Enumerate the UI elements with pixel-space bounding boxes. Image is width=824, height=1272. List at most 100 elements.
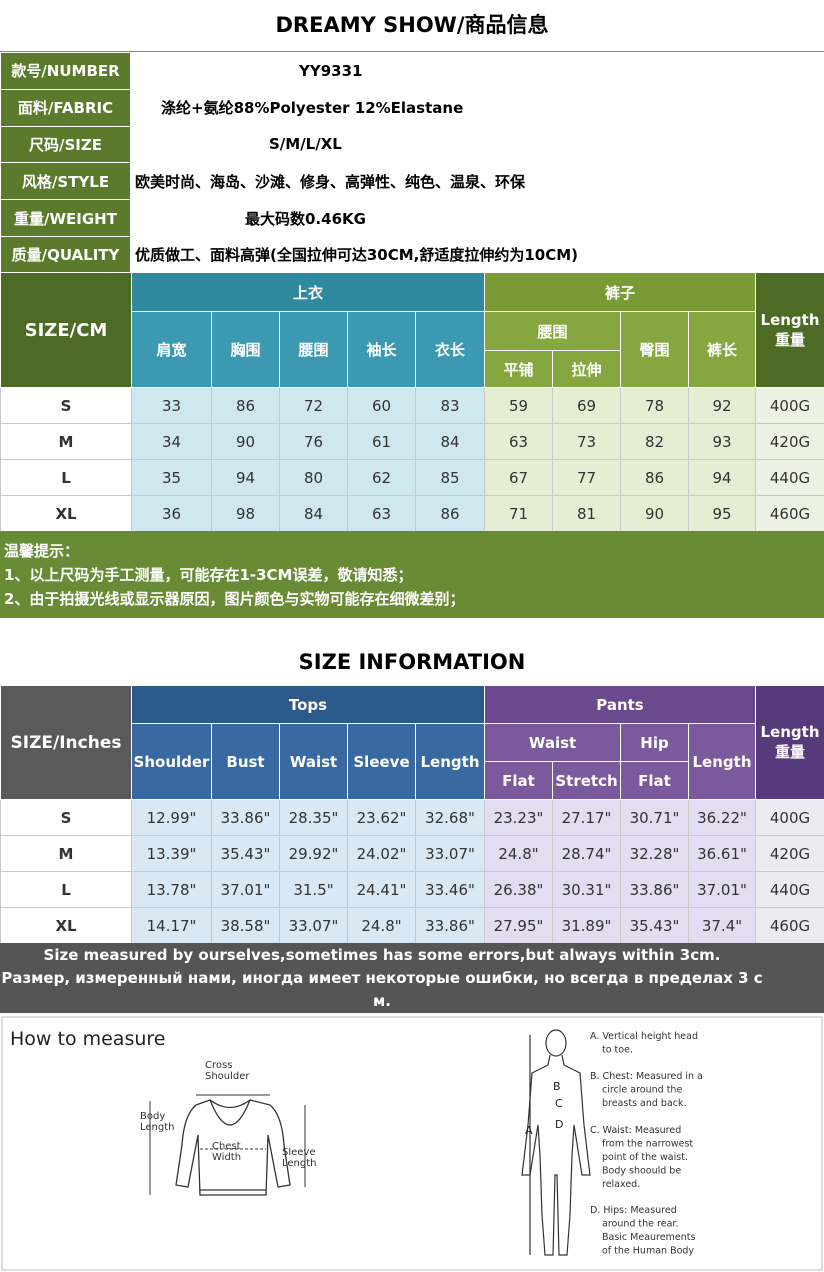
info-label: 质量/QUALITY	[0, 235, 131, 274]
figure-letter: C	[555, 1097, 563, 1110]
value-cell: 28.74"	[552, 835, 621, 872]
header-line: Length	[760, 310, 820, 329]
inch-table: SIZE/Inches Tops Pants Length 重量 Shoulder Bust…	[0, 685, 824, 944]
column-header: Hip	[620, 723, 689, 762]
value-cell: 81	[552, 495, 621, 532]
value-cell: 86	[415, 495, 485, 532]
measure-diagram: How to measure CrossShoulderBodyLengthCh…	[1, 1016, 823, 1271]
column-header: 裤长	[687, 311, 757, 388]
data-row: M 13.39" 35.43" 29.92" 24.02" 33.07" 24.8" 28.7…	[0, 835, 824, 872]
sweater-label: Sleeve	[282, 1147, 316, 1158]
description-line: Body shoould be	[602, 1166, 681, 1177]
cm-table: SIZE/CM 上衣 裤子 Length 重量 肩宽 胸围 腰围 袖长 衣长 腰围 臀围 裤长 平铺 拉伸 S…	[0, 272, 824, 532]
description-line: to toe.	[602, 1045, 633, 1056]
size-cell: L	[0, 459, 132, 496]
size-cell: XL	[0, 907, 132, 944]
note-line: Size measured by ourselves,sometimes has…	[43, 946, 721, 964]
value-cell: 62	[347, 459, 416, 496]
value-cell: 27.17"	[552, 799, 621, 836]
value-cell: 37.01"	[688, 871, 756, 908]
divider	[0, 51, 824, 52]
column-header: 臀围	[620, 311, 689, 388]
column-header: 腰围	[484, 311, 621, 351]
description-line: from the narrowest	[602, 1139, 693, 1150]
value-cell: 23.23"	[484, 799, 553, 836]
value-cell: 34	[131, 423, 212, 460]
column-header: Length	[415, 723, 485, 800]
value-cell: 76	[279, 423, 348, 460]
weight-cell: 440G	[755, 871, 824, 908]
value-cell: 98	[211, 495, 280, 532]
column-header: 胸围	[211, 311, 280, 388]
size-info-title: SIZE INFORMATION	[298, 650, 526, 674]
column-header: 袖长	[347, 311, 416, 388]
value-cell: 60	[347, 387, 416, 424]
length-header: Length 重量	[755, 272, 824, 388]
info-value: YY9331	[130, 52, 824, 90]
weight-cell: 460G	[755, 907, 824, 944]
value-cell: 90	[620, 495, 689, 532]
value-cell: 95	[687, 495, 757, 532]
value-cell: 24.8"	[347, 907, 416, 944]
value-cell: 67	[484, 459, 553, 496]
header-row: 平铺 拉伸	[1, 350, 824, 388]
frame	[1, 1016, 823, 1271]
value-cell: 29.92"	[279, 835, 348, 872]
size-cell: S	[0, 387, 132, 424]
tops-header: Tops	[131, 685, 485, 724]
description-line: around the rear.	[602, 1219, 678, 1230]
figure-letter: A	[525, 1124, 533, 1137]
size-cell: M	[0, 835, 132, 872]
corner: SIZE/CM	[0, 272, 132, 388]
description-line: of the Human Body	[602, 1246, 694, 1257]
weight-cell: 440G	[755, 459, 824, 496]
sweater-label: Cross	[205, 1060, 232, 1071]
value-cell: 84	[415, 423, 485, 460]
data-row: XL 14.17" 38.58" 33.07" 24.8" 33.86" 27.95" 31.…	[0, 907, 824, 944]
value-cell: 31.5"	[279, 871, 348, 908]
value-cell: 83	[415, 387, 485, 424]
column-header: 腰围	[279, 311, 348, 388]
description-line: A. Vertical height head	[590, 1031, 698, 1042]
value-cell: 33.46"	[415, 871, 485, 908]
data-row: S 12.99" 33.86" 28.35" 23.62" 32.68" 23.23" 27.…	[0, 799, 824, 836]
value-cell: 33.86"	[620, 871, 689, 908]
column-header: Shoulder	[131, 723, 212, 800]
note-line: 2、由于拍摄光线或显示器原因，图片颜色与实物可能存在细微差别；	[4, 590, 465, 608]
info-value: 涤纶+氨纶88%Polyester 12%Elastane	[130, 88, 824, 127]
value-cell: 36.61"	[688, 835, 756, 872]
tops-header: 上衣	[131, 272, 485, 312]
value-cell: 28.35"	[279, 799, 348, 836]
length-header: Length 重量	[755, 685, 824, 800]
info-row: 重量/WEIGHT 最大码数0.46KG	[0, 199, 824, 237]
sweater-label: Body	[140, 1111, 165, 1122]
info-table: 款号/NUMBER YY9331 面料/FABRIC 涤纶+氨纶88%Polyeste…	[0, 52, 824, 274]
info-row: 款号/NUMBER YY9331	[0, 52, 824, 90]
value-cell: 33.86"	[415, 907, 485, 944]
page-title: DREAMY SHOW/商品信息	[275, 13, 549, 37]
value-cell: 61	[347, 423, 416, 460]
description-line: point of the waist.	[602, 1152, 688, 1163]
value-cell: 59	[484, 387, 553, 424]
sweater-label: Chest	[212, 1141, 241, 1152]
header-line: 重量	[775, 330, 806, 349]
value-cell: 37.01"	[211, 871, 280, 908]
value-cell: 33	[131, 387, 212, 424]
value-cell: 63	[484, 423, 553, 460]
value-cell: 94	[211, 459, 280, 496]
value-cell: 33.86"	[211, 799, 280, 836]
data-row: S 33 86 72 60 83 59 69 78 92 400G	[0, 387, 824, 424]
inch-section: SIZE/Inches Tops Pants Length 重量 Shoulder Bust…	[0, 685, 824, 944]
value-cell: 37.4"	[688, 907, 756, 944]
weight-cell: 400G	[755, 387, 824, 424]
description-line: C. Waist: Measured	[590, 1125, 681, 1136]
data-row: XL 36 98 84 63 86 71 81 90 95 460G	[0, 495, 824, 532]
weight-cell: 460G	[755, 495, 824, 532]
inch-notes: Size measured by ourselves,sometimes has…	[0, 943, 824, 1013]
column-header: 拉伸	[552, 350, 621, 388]
info-value: 欧美时尚、海岛、沙滩、修身、高弹性、纯色、温泉、环保	[130, 162, 824, 201]
value-cell: 90	[211, 423, 280, 460]
figure-letter: D	[555, 1118, 563, 1131]
value-cell: 35.43"	[211, 835, 280, 872]
weight-cell: 420G	[755, 835, 824, 872]
